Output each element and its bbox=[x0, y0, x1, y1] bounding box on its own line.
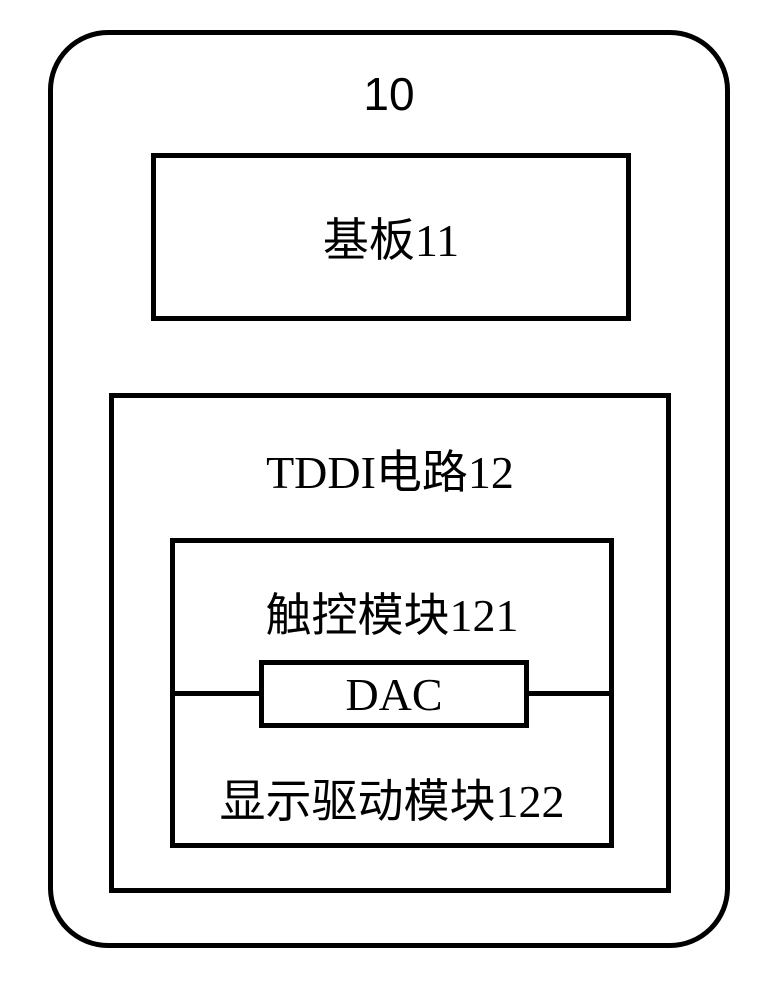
dac-box: DAC bbox=[259, 660, 529, 728]
tddi-label: TDDI电路12 bbox=[114, 436, 666, 502]
outer-container: 10 基板11 TDDI电路12 触控模块121 DAC 显示驱动模块122 bbox=[48, 30, 730, 948]
tddi-box: TDDI电路12 触控模块121 DAC 显示驱动模块122 bbox=[109, 393, 671, 893]
display-driver-label: 显示驱动模块122 bbox=[175, 765, 609, 831]
outer-label: 10 bbox=[53, 67, 725, 121]
touch-module-label: 触控模块121 bbox=[175, 579, 609, 645]
subsystem-box: 触控模块121 DAC 显示驱动模块122 bbox=[170, 538, 614, 848]
substrate-label: 基板11 bbox=[323, 204, 459, 270]
connector-line-right bbox=[525, 691, 614, 696]
dac-label: DAC bbox=[345, 668, 442, 721]
connector-line-left bbox=[170, 691, 259, 696]
substrate-box: 基板11 bbox=[151, 153, 631, 321]
